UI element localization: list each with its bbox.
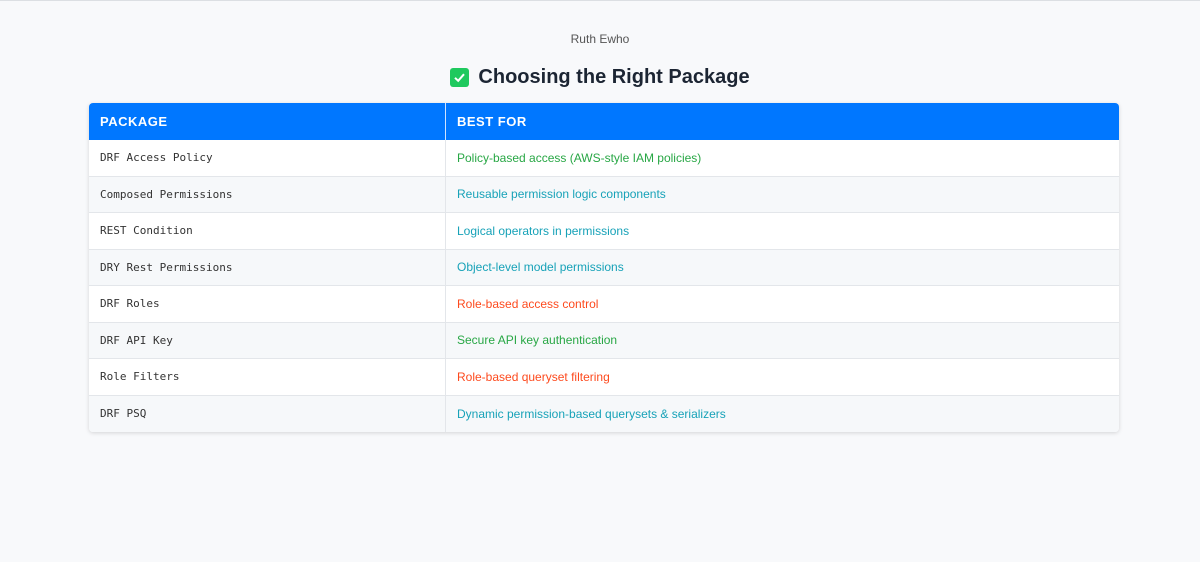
- table-row: DRF PSQ Dynamic permission-based queryse…: [89, 395, 1119, 432]
- best-for: Reusable permission logic components: [457, 187, 666, 202]
- header-package: PACKAGE: [100, 114, 168, 129]
- package-name: DRF API Key: [100, 333, 173, 347]
- package-name: DRF PSQ: [100, 407, 147, 421]
- table-row: DRF Access Policy Policy-based access (A…: [89, 140, 1119, 177]
- package-name: REST Condition: [100, 224, 193, 238]
- best-for: Role-based queryset filtering: [457, 369, 610, 384]
- header-best-for: BEST FOR: [457, 114, 527, 129]
- table-row: DRF API Key Secure API key authenticatio…: [89, 322, 1119, 359]
- package-name: DRF Roles: [100, 297, 160, 311]
- package-name: DRF Access Policy: [100, 151, 213, 165]
- best-for: Object-level model permissions: [457, 260, 624, 275]
- table-row: Composed Permissions Reusable permission…: [89, 176, 1119, 213]
- table-header: PACKAGE BEST FOR: [89, 103, 1119, 140]
- package-name: DRY Rest Permissions: [100, 260, 233, 274]
- table-row: DRY Rest Permissions Object-level model …: [89, 249, 1119, 286]
- package-name: Role Filters: [100, 370, 180, 384]
- packages-table: PACKAGE BEST FOR DRF Access Policy Polic…: [89, 103, 1119, 432]
- check-box-icon: [450, 67, 470, 87]
- author-name: Ruth Ewho: [570, 32, 630, 46]
- title-text: Choosing the Right Package: [478, 65, 750, 88]
- package-name: Composed Permissions: [100, 187, 233, 201]
- table-row: REST Condition Logical operators in perm…: [89, 213, 1119, 250]
- best-for: Secure API key authentication: [457, 333, 618, 348]
- best-for: Dynamic permission-based querysets & ser…: [457, 406, 726, 421]
- best-for: Logical operators in permissions: [457, 223, 630, 238]
- table-row: DRF Roles Role-based access control: [89, 286, 1119, 323]
- page-title: Choosing the Right Package: [0, 65, 1200, 89]
- table-row: Role Filters Role-based queryset filteri…: [89, 359, 1119, 396]
- best-for: Role-based access control: [457, 296, 599, 311]
- best-for: Policy-based access (AWS-style IAM polic…: [457, 150, 702, 165]
